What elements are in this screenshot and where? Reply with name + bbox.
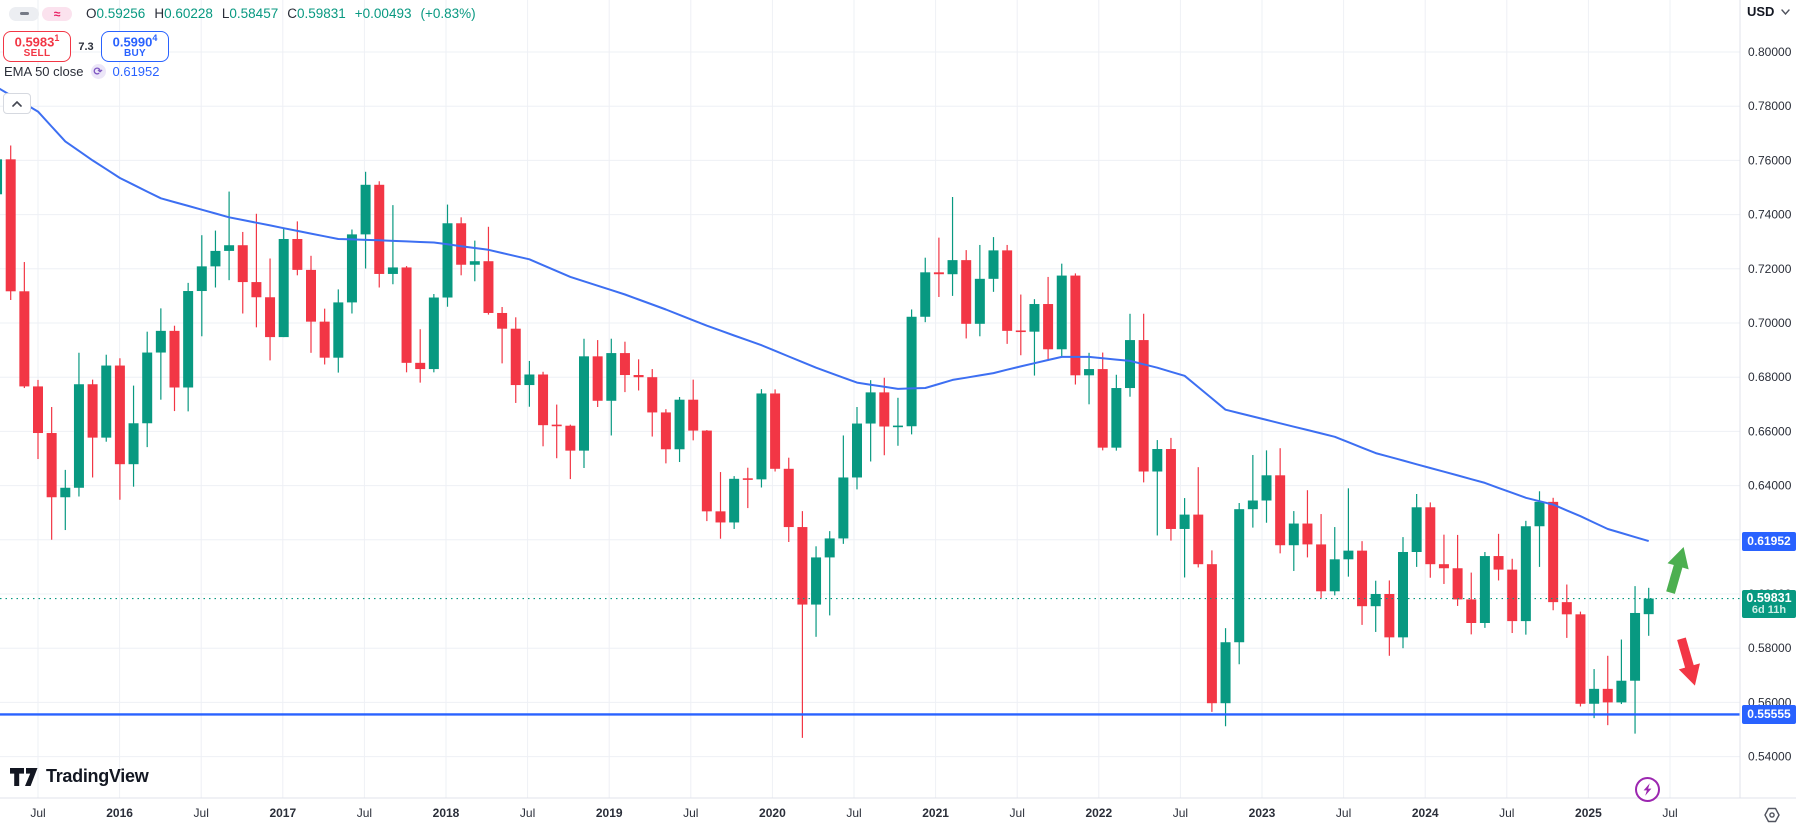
currency-label: USD xyxy=(1747,4,1775,19)
low-label: L xyxy=(221,6,230,21)
tradingview-logo[interactable]: TradingView xyxy=(10,766,149,787)
price-tick-label: 0.80000 xyxy=(1748,45,1792,59)
high-value: 0.60228 xyxy=(164,6,213,21)
chevron-up-icon xyxy=(12,100,22,107)
close-value: 0.59831 xyxy=(296,6,346,21)
down-arrow-drawing[interactable] xyxy=(1671,636,1706,689)
indicator-name[interactable]: EMA 50 close xyxy=(4,64,84,79)
time-tick-label: Jul xyxy=(520,806,535,820)
price-tick-label: 0.58000 xyxy=(1748,641,1792,655)
support-level-badge: 0.55555 xyxy=(1742,705,1796,724)
up-arrow-drawing[interactable] xyxy=(1660,544,1694,596)
price-tick-label: 0.74000 xyxy=(1748,208,1792,222)
grid xyxy=(0,0,1740,798)
time-tick-label: 2017 xyxy=(269,806,296,820)
current-price-value: 0.59831 xyxy=(1746,591,1792,605)
open-value: 0.59256 xyxy=(96,6,146,21)
price-tick-label: 0.78000 xyxy=(1748,99,1792,113)
ema50-line[interactable] xyxy=(0,87,1649,543)
price-tick-label: 0.68000 xyxy=(1748,370,1792,384)
minimize-toggle-icon[interactable] xyxy=(9,6,39,21)
ohlc-readout: O0.59256 H0.60228 L0.58457 C0.59831 +0.0… xyxy=(86,6,476,21)
time-tick-label: 2024 xyxy=(1412,806,1439,820)
symbol-legend: ≈ O0.59256 H0.60228 L0.58457 C0.59831 +0… xyxy=(9,6,476,21)
price-tick-label: 0.64000 xyxy=(1748,479,1792,493)
time-tick-label: Jul xyxy=(1336,806,1351,820)
wave-toggle-icon[interactable]: ≈ xyxy=(42,6,72,21)
candlestick-series[interactable] xyxy=(0,145,1654,738)
time-tick-label: Jul xyxy=(194,806,209,820)
chevron-down-icon xyxy=(1781,8,1791,15)
time-tick-label: 2025 xyxy=(1575,806,1602,820)
price-tick-label: 0.66000 xyxy=(1748,424,1792,438)
legend-toggles: ≈ xyxy=(9,6,72,21)
time-tick-label: Jul xyxy=(1662,806,1677,820)
time-tick-label: 2021 xyxy=(922,806,949,820)
spread-value: 7.3 xyxy=(78,40,94,53)
price-tick-label: 0.54000 xyxy=(1748,750,1792,764)
time-tick-label: Jul xyxy=(683,806,698,820)
high-label: H xyxy=(154,6,165,21)
time-tick-label: 2020 xyxy=(759,806,786,820)
currency-dropdown[interactable]: USD xyxy=(1747,4,1791,19)
pane-collapse-button[interactable] xyxy=(3,93,31,114)
time-tick-label: 2016 xyxy=(106,806,133,820)
time-tick-label: 2019 xyxy=(596,806,623,820)
time-axis-settings-icon[interactable] xyxy=(1763,806,1781,824)
price-tick-label: 0.72000 xyxy=(1748,262,1792,276)
change-percent: (+0.83%) xyxy=(420,6,476,21)
time-tick-label: Jul xyxy=(357,806,372,820)
time-axis[interactable]: Jul 2016 Jul 2017 Jul 2018 Jul 2019 Jul 2020 Jul 20… xyxy=(30,806,1677,820)
time-tick-label: Jul xyxy=(30,806,45,820)
current-price-badge: 0.59831 6d 11h xyxy=(1742,590,1796,618)
tradingview-logo-text: TradingView xyxy=(46,766,149,786)
ema-value-badge: 0.61952 xyxy=(1742,532,1796,551)
price-axis[interactable]: 0.80000 0.78000 0.76000 0.74000 0.72000 0.700… xyxy=(1748,45,1792,764)
time-tick-label: 2022 xyxy=(1085,806,1112,820)
price-tick-label: 0.76000 xyxy=(1748,153,1792,167)
open-label: O xyxy=(86,6,97,21)
sell-button[interactable]: 0.59831 SELL xyxy=(3,31,71,62)
low-value: 0.58457 xyxy=(229,6,279,21)
buy-button[interactable]: 0.59904 BUY xyxy=(101,31,169,62)
indicator-value: 0.61952 xyxy=(112,64,160,79)
time-tick-label: 2018 xyxy=(433,806,460,820)
time-tick-label: 2023 xyxy=(1249,806,1276,820)
time-tick-label: Jul xyxy=(846,806,861,820)
refresh-icon[interactable]: ⟳ xyxy=(90,64,106,79)
lightning-icon[interactable] xyxy=(1634,776,1661,803)
indicator-legend: EMA 50 close ⟳ 0.61952 xyxy=(4,64,160,79)
bar-countdown: 6d 11h xyxy=(1751,604,1787,616)
change-value: +0.00493 xyxy=(354,6,412,21)
time-tick-label: Jul xyxy=(1499,806,1514,820)
close-label: C xyxy=(287,6,297,21)
price-tick-label: 0.70000 xyxy=(1748,316,1792,330)
order-panel: 0.59831 SELL 7.3 0.59904 BUY xyxy=(3,31,169,62)
time-tick-label: Jul xyxy=(1173,806,1188,820)
time-tick-label: Jul xyxy=(1010,806,1025,820)
tradingview-logo-icon xyxy=(10,767,38,786)
